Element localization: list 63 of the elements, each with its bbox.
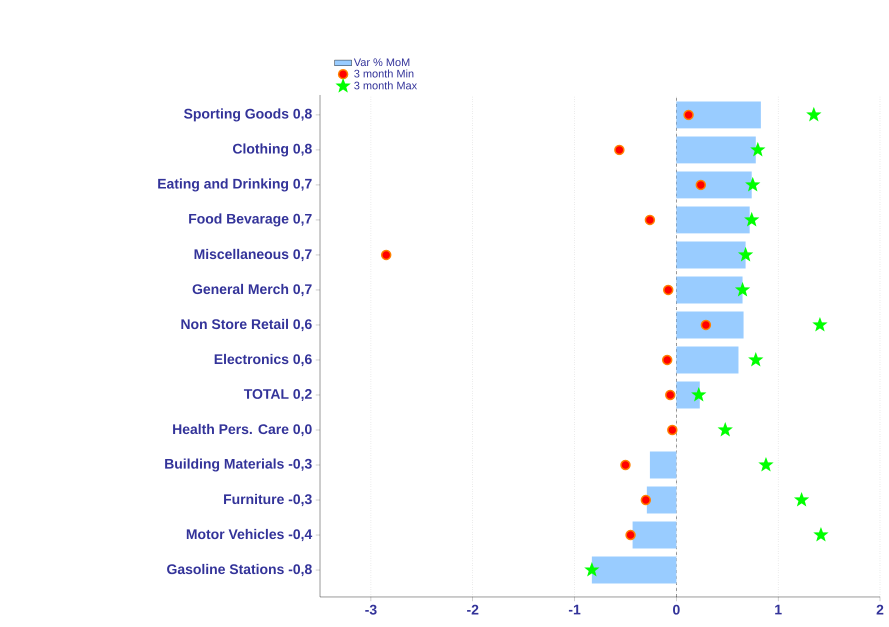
y-tick-label: Food Bevarage 0,7 <box>189 213 312 226</box>
point <box>814 528 828 542</box>
point <box>644 214 656 226</box>
y-tick-label: Non Store Retail 0,6 <box>181 318 312 332</box>
point <box>620 460 631 470</box>
point <box>750 142 765 156</box>
point <box>700 320 712 330</box>
x-tick-label: 1 <box>775 604 782 614</box>
bar <box>592 556 676 584</box>
point <box>665 390 676 400</box>
x-tick-label: -2 <box>467 604 478 614</box>
bar <box>676 382 700 408</box>
y-tick-label: Motor Vehicles -0,4 <box>186 528 312 542</box>
point <box>662 354 672 366</box>
point <box>806 107 821 122</box>
point <box>662 284 674 296</box>
point <box>748 352 763 366</box>
bar <box>676 101 761 128</box>
point <box>744 212 759 226</box>
bar <box>632 522 676 548</box>
point <box>758 458 774 472</box>
point <box>812 318 828 332</box>
y-tick-label: Electronics 0,6 <box>214 354 312 366</box>
point <box>718 422 732 436</box>
point <box>380 250 392 260</box>
point <box>692 388 706 402</box>
point <box>625 530 636 540</box>
y-tick-label: Gasoline Stations -0,8 <box>167 564 312 576</box>
x-tick-label: -3 <box>365 604 377 615</box>
x-tick-label: 2 <box>876 604 884 614</box>
y-tick-label: General Merch 0,7 <box>192 284 312 296</box>
y-tick-label: Sporting Goods 0,8 <box>184 108 312 122</box>
point <box>746 177 760 192</box>
legend-label: 3 month Min <box>354 69 414 78</box>
bar <box>646 486 676 514</box>
point <box>614 144 625 156</box>
point <box>584 562 599 576</box>
bar <box>676 206 750 234</box>
bar <box>676 171 752 198</box>
bar <box>676 346 738 374</box>
legend-label: Var % MoM <box>354 58 410 66</box>
point <box>696 180 706 190</box>
y-tick-label: Clothing 0,8 <box>233 143 312 156</box>
bar <box>676 241 746 268</box>
x-tick-label: -1 <box>568 604 580 614</box>
x-tick-label: 0 <box>673 604 680 615</box>
bar <box>676 276 743 304</box>
point <box>794 492 809 506</box>
y-tick-label: TOTAL 0,2 <box>244 389 312 401</box>
point <box>738 247 753 262</box>
y-tick-label: Eating and Drinking 0,7 <box>158 178 312 192</box>
point <box>667 424 678 436</box>
point <box>683 110 694 120</box>
point <box>735 282 750 296</box>
y-tick-label: Furniture -0,3 <box>224 494 312 506</box>
y-tick-label: Health Pers. Care 0,0 <box>173 424 312 436</box>
bar <box>676 312 744 338</box>
y-tick-label: Miscellaneous 0,7 <box>194 248 312 262</box>
legend-label: 3 month Max <box>354 81 418 90</box>
point <box>640 494 652 506</box>
bar <box>676 136 756 164</box>
y-tick-label: Building Materials -0,3 <box>165 458 312 472</box>
bar <box>650 452 676 478</box>
